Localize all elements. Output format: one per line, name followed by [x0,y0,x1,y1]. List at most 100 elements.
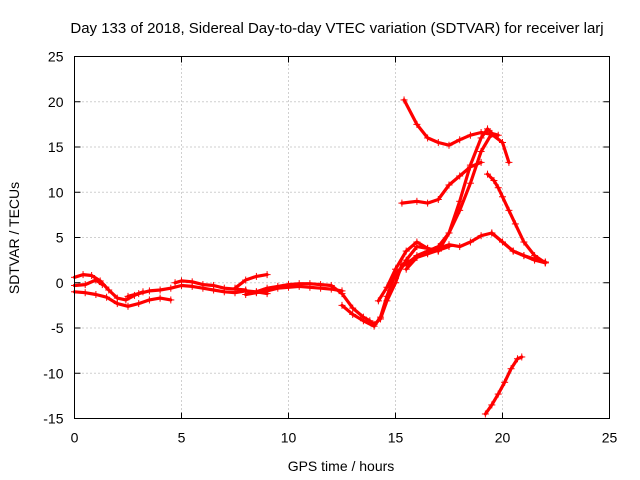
data-point [135,300,143,308]
data-point [499,138,506,146]
data-point [488,130,496,138]
data-point [494,184,502,192]
data-point [156,286,164,294]
x-tick-label: 0 [71,430,79,446]
series-layer [71,96,549,418]
data-point [477,232,485,240]
tick-layer: 0 5 10 15 20 25 25 20 15 10 5 0 -5 -10 -15 [43,49,617,446]
data-point [413,197,421,205]
x-tick-label: 20 [495,430,511,446]
data-point [145,296,153,304]
x-tick-label: 25 [602,430,618,446]
data-point [456,206,464,214]
series-arc-o [402,98,511,164]
data-point [317,281,325,289]
data-point [424,134,432,142]
data-point [370,322,378,330]
series-arc-f [233,273,269,290]
data-point [466,131,474,139]
data-point [88,272,96,280]
y-tick-label: -15 [43,411,63,427]
data-point [338,301,346,309]
data-point [477,129,485,137]
data-point [392,274,399,282]
y-tick-label: 0 [56,275,64,291]
data-point [505,206,513,214]
data-point [456,243,464,251]
data-point [199,281,207,289]
data-point [135,290,143,298]
data-point [481,410,489,418]
data-point [103,293,111,301]
y-axis-label: SDTVAR / TECUs [6,182,22,294]
data-point [466,179,474,187]
data-point [210,281,218,289]
data-point [477,148,485,156]
series-arc-l [404,131,500,267]
data-point [505,158,513,166]
y-tick-label: 20 [48,94,64,110]
x-axis-label: GPS time / hours [288,458,395,474]
data-point [466,238,474,246]
data-point [383,283,391,291]
data-point [306,280,314,288]
data-point [456,172,464,180]
data-point [434,138,442,146]
data-point [501,378,509,386]
data-point [445,181,453,189]
data-point [424,199,432,207]
data-point [374,297,382,305]
data-point [295,280,303,288]
data-point [122,296,130,304]
data-point [520,252,528,260]
data-point [349,304,357,312]
data-point [349,310,357,318]
data-point [400,96,408,104]
data-point [511,220,519,228]
data-point [509,247,517,255]
data-point [490,176,498,184]
data-point [499,238,506,246]
data-point [167,284,175,292]
data-point [392,265,399,273]
data-point [518,353,526,361]
data-point [383,292,391,300]
data-point [338,290,346,298]
data-point [145,287,153,295]
data-point [252,272,260,280]
y-tick-label: 10 [48,184,64,200]
data-point [499,193,506,201]
data-point [242,276,250,284]
data-point [413,243,421,251]
data-point [81,281,89,289]
data-point [445,241,453,249]
data-point [520,238,528,246]
data-point [263,284,271,292]
data-point [402,247,410,255]
data-point [494,390,502,398]
data-point [488,229,496,237]
x-tick-label: 5 [178,430,186,446]
data-point [507,365,515,373]
data-point [285,281,292,289]
data-point [124,302,132,310]
series-arc-b [72,290,173,308]
data-point [413,120,421,128]
data-point [274,282,282,290]
data-point [156,294,164,302]
data-point [171,279,179,287]
data-point [541,258,549,266]
data-point [188,278,196,286]
data-point [488,401,496,409]
data-point [231,284,239,292]
series-arc-g [244,284,344,297]
y-tick-label: -10 [43,365,63,381]
data-point [167,296,175,304]
data-point [531,255,539,263]
data-point [79,271,87,279]
series-arc-r [483,355,524,416]
data-point [124,292,132,300]
y-tick-label: 15 [48,139,64,155]
data-point [513,355,521,363]
